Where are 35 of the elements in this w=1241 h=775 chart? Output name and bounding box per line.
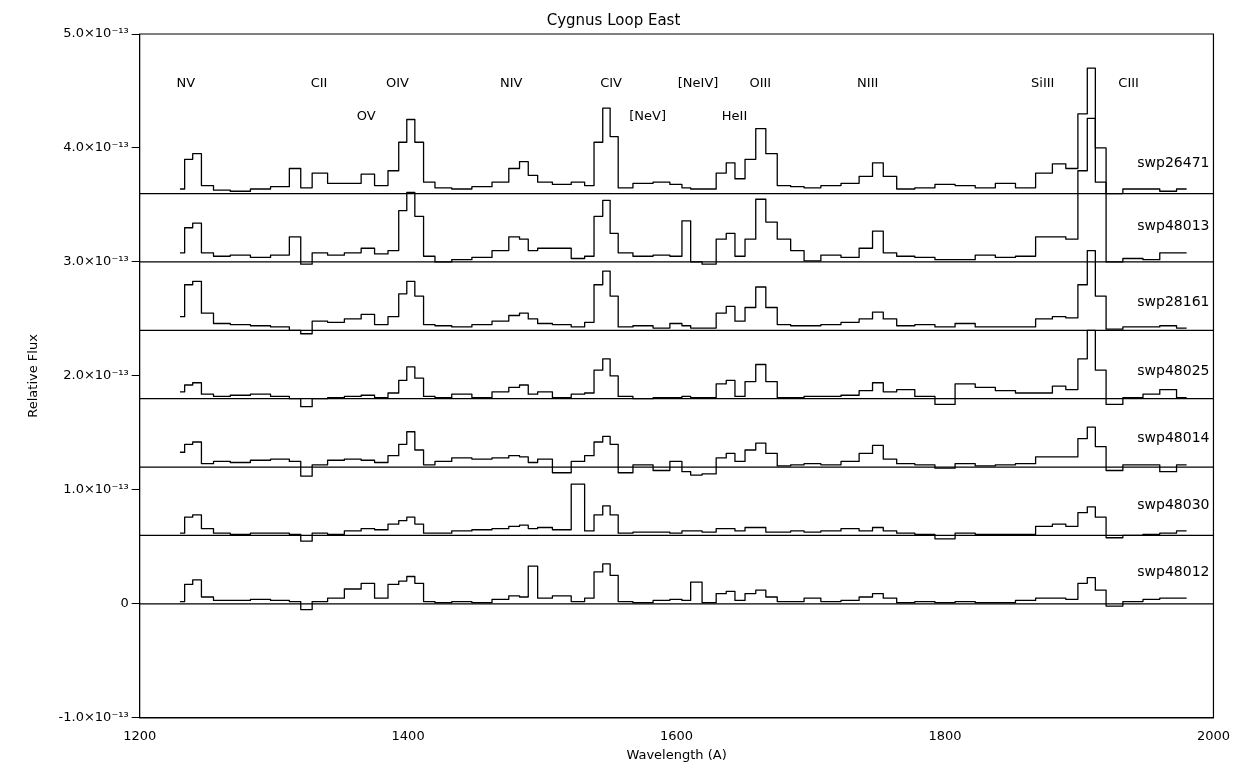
x-tick-label: 1600 <box>660 727 694 743</box>
x-tick-label: 2000 <box>1196 727 1230 743</box>
x-axis-title: Wavelength (A) <box>626 746 727 762</box>
annotation: HeII <box>721 108 748 124</box>
annotation: OIV <box>385 75 409 91</box>
annotation: SiIII <box>1031 75 1055 91</box>
annotation: CIV <box>600 75 623 91</box>
annotation: NIII <box>857 75 879 91</box>
x-tick-label: 1800 <box>928 727 962 743</box>
annotation: [NeV] <box>629 108 666 124</box>
series-label: swp48012 <box>1137 562 1210 579</box>
annotation: [NeIV] <box>677 75 719 91</box>
series-label: swp48014 <box>1137 429 1210 446</box>
x-tick-label: 1400 <box>391 727 425 743</box>
annotation: CII <box>310 75 328 91</box>
y-tick-label: 1.0×10⁻¹³ <box>63 481 129 497</box>
annotation: OV <box>356 108 376 124</box>
annotation: CIII <box>1118 75 1139 91</box>
y-tick-label: 0 <box>120 595 129 611</box>
annotation: OIII <box>749 75 772 91</box>
annotation: NIV <box>499 75 523 91</box>
annotation: NV <box>176 75 196 91</box>
y-tick-label: 4.0×10⁻¹³ <box>63 139 129 155</box>
x-tick-label: 1200 <box>123 727 157 743</box>
y-axis-title: Relative Flux <box>25 333 41 418</box>
series-label: swp48030 <box>1137 495 1210 512</box>
series-label: swp48025 <box>1137 362 1210 379</box>
chart-title: Cygnus Loop East <box>546 10 681 29</box>
series-label: swp48013 <box>1137 217 1210 234</box>
y-tick-label: 3.0×10⁻¹³ <box>63 253 129 269</box>
series-label: swp26471 <box>1137 153 1210 170</box>
y-tick-label: 5.0×10⁻¹³ <box>63 25 129 41</box>
y-tick-label: 2.0×10⁻¹³ <box>63 367 129 383</box>
y-tick-label: -1.0×10⁻¹³ <box>58 709 129 725</box>
series-label: swp28161 <box>1137 292 1210 309</box>
